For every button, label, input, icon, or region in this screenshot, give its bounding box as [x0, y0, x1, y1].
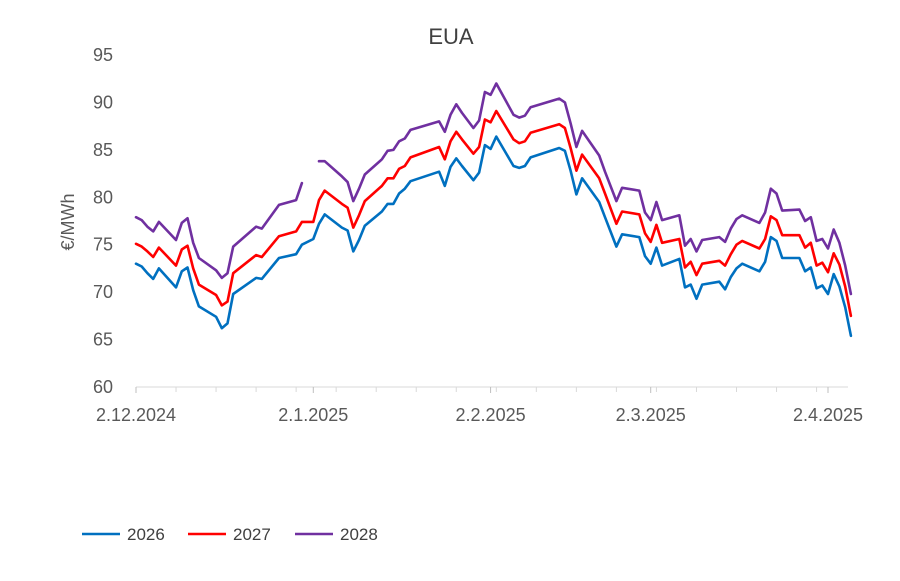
series-lines	[134, 82, 853, 338]
chart-title: EUA	[428, 24, 474, 49]
x-axis: 2.12.2024 2.1.2025 2.2.2025 2.3.2025 2.4.202…	[96, 386, 863, 425]
y-tick-label: 85	[93, 140, 113, 160]
x-tick-label: 2.3.2025	[616, 405, 686, 425]
legend-label-2028: 2028	[340, 525, 378, 544]
y-tick-label: 95	[93, 45, 113, 65]
series-line-2028	[134, 181, 304, 280]
series-line-2028	[317, 82, 853, 296]
legend-label-2026: 2026	[127, 525, 165, 544]
y-tick-label: 65	[93, 330, 113, 350]
series-line-2026	[134, 135, 853, 338]
y-tick-label: 75	[93, 235, 113, 255]
x-tick-label: 2.2.2025	[456, 405, 526, 425]
y-axis-title: €/MWh	[58, 193, 78, 250]
x-tick-label: 2.4.2025	[793, 405, 863, 425]
y-tick-label: 60	[93, 377, 113, 397]
legend: 2026 2027 2028	[82, 525, 378, 544]
x-tick-label: 2.1.2025	[278, 405, 348, 425]
legend-label-2027: 2027	[233, 525, 271, 544]
y-tick-label: 80	[93, 187, 113, 207]
x-tick-label: 2.12.2024	[96, 405, 176, 425]
y-tick-label: 70	[93, 282, 113, 302]
y-axis: 60 65 70 75 80 85 90 95	[93, 45, 113, 397]
y-tick-label: 90	[93, 92, 113, 112]
series-line-2027	[134, 109, 853, 318]
